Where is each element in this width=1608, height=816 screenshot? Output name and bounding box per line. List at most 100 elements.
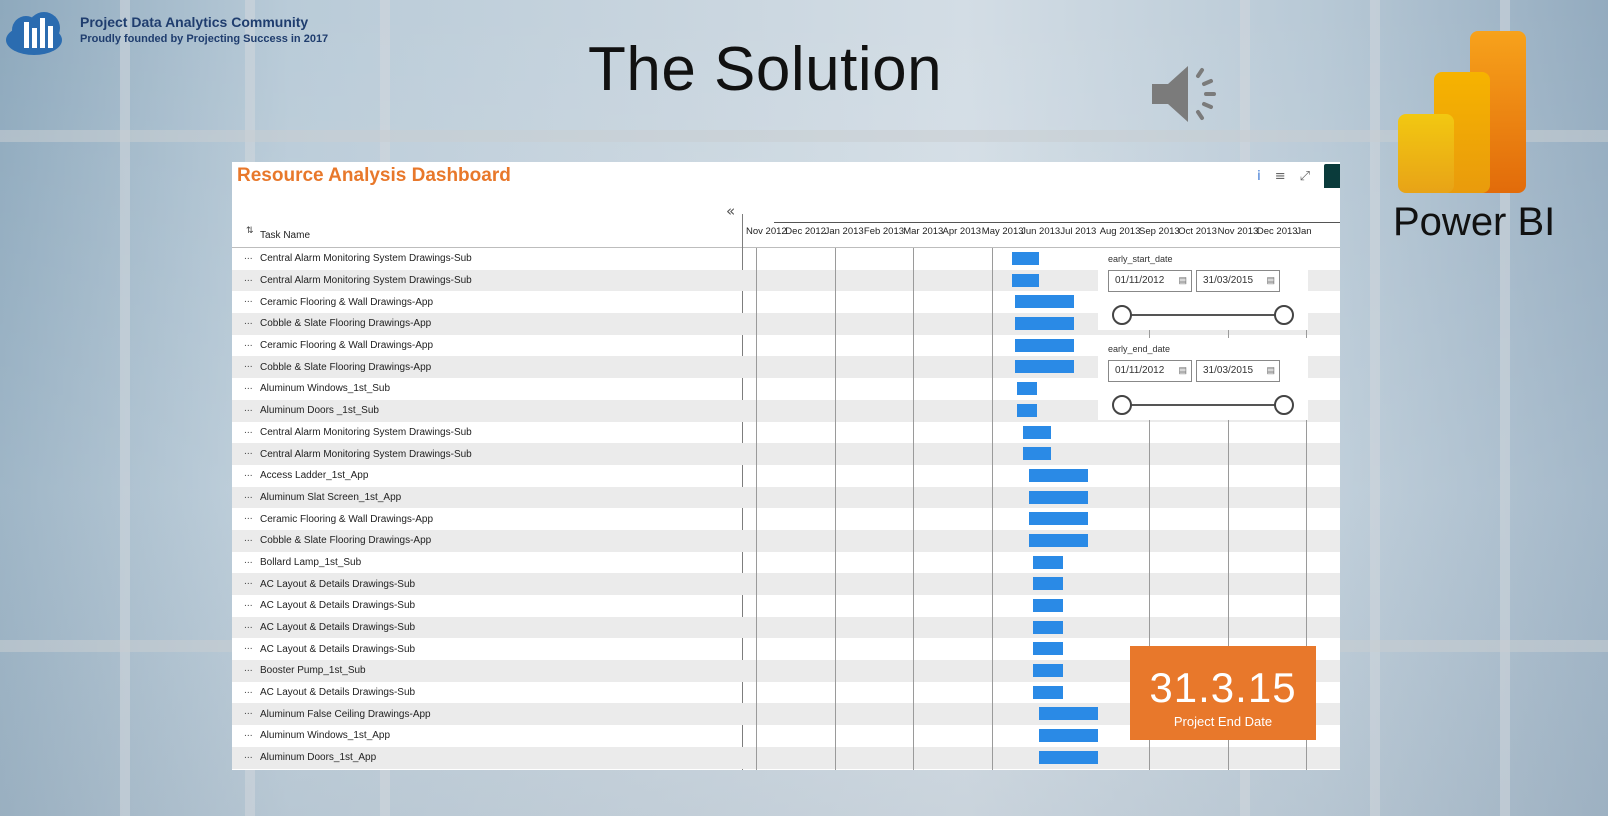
sort-icon[interactable]: ⇅ [246, 226, 254, 236]
row-expand-icon[interactable]: ... [244, 599, 253, 609]
row-expand-icon[interactable]: ... [244, 360, 253, 371]
gantt-bar[interactable] [1039, 750, 1098, 764]
gantt-bar[interactable] [1033, 555, 1063, 569]
row-expand-icon[interactable]: ... [244, 447, 253, 458]
brand-name: Project Data Analytics Community [80, 14, 309, 30]
table-row[interactable]: ... Cobble & Slate Flooring Drawings-App [232, 313, 1340, 335]
row-expand-icon[interactable]: ... [244, 317, 253, 328]
table-row[interactable]: ... Cobble & Slate Flooring Drawings-App [232, 356, 1340, 379]
gantt-bar[interactable] [1029, 468, 1089, 482]
calendar-icon[interactable]: ▤ [1266, 275, 1275, 285]
gantt-bar[interactable] [1039, 729, 1098, 743]
slider-end-handle[interactable] [1274, 305, 1294, 325]
table-row[interactable]: ... Ceramic Flooring & Wall Drawings-App [232, 508, 1340, 530]
table-row[interactable]: ... Central Alarm Monitoring System Drawi… [232, 422, 1340, 444]
gantt-bar[interactable] [1023, 447, 1051, 461]
table-row[interactable]: ... Aluminum Slat Screen_1st_App [232, 486, 1340, 509]
row-expand-icon[interactable]: ... [244, 750, 253, 761]
table-row[interactable]: ... Aluminum False Ceiling Drawings-App [232, 703, 1340, 726]
slider-start-handle[interactable] [1112, 305, 1132, 325]
row-expand-icon[interactable]: ... [244, 533, 253, 544]
row-expand-icon[interactable]: ... [244, 685, 253, 696]
gantt-bar[interactable] [1011, 273, 1040, 287]
end-date-to-value: 31/03/2015 [1203, 365, 1254, 376]
gantt-bar[interactable] [1023, 425, 1051, 439]
gantt-bar[interactable] [1029, 533, 1089, 547]
gantt-bar[interactable] [1015, 295, 1075, 309]
row-expand-icon[interactable]: ... [244, 707, 253, 718]
calendar-icon[interactable]: ▤ [1178, 365, 1187, 375]
gantt-bar[interactable] [1033, 577, 1063, 591]
table-row[interactable]: ... AC Layout & Details Drawings-Sub [232, 573, 1340, 595]
table-row[interactable]: ... AC Layout & Details Drawings-Sub [232, 638, 1340, 660]
gantt-bar[interactable] [1033, 685, 1063, 699]
date-range-slider[interactable] [1120, 314, 1284, 316]
row-expand-icon[interactable]: ... [244, 642, 253, 653]
table-row[interactable]: ... Aluminum Doors_1st_App [232, 746, 1340, 769]
slider-start-handle[interactable] [1112, 395, 1132, 415]
gantt-bar[interactable] [1011, 252, 1040, 265]
gantt-bar[interactable] [1029, 490, 1089, 504]
row-expand-icon[interactable]: ... [244, 490, 253, 501]
row-expand-icon[interactable]: ... [244, 295, 253, 306]
gantt-bar[interactable] [1033, 620, 1063, 634]
row-expand-icon[interactable]: ... [244, 338, 253, 349]
gantt-bar[interactable] [1033, 642, 1063, 656]
gantt-bar[interactable] [1015, 317, 1075, 331]
end-date-to-input[interactable]: 31/03/2015 ▤ [1196, 360, 1280, 382]
row-expand-icon[interactable]: ... [244, 425, 253, 436]
table-row[interactable]: ... Aluminum Windows_1st_App [232, 725, 1340, 747]
end-date-from-input[interactable]: 01/11/2012 ▤ [1108, 360, 1192, 382]
table-row[interactable]: ... AC Layout & Details Drawings-Sub [232, 595, 1340, 617]
row-expand-icon[interactable]: ... [244, 555, 253, 566]
row-expand-icon[interactable]: ... [244, 252, 253, 262]
project-end-date-card: 31.3.15 Project End Date [1130, 646, 1316, 740]
table-row[interactable]: ... Central Alarm Monitoring System Drawi… [232, 443, 1340, 465]
table-row[interactable]: ... AC Layout & Details Drawings-Sub [232, 682, 1340, 704]
gantt-bar[interactable] [1029, 512, 1089, 526]
task-name: Ceramic Flooring & Wall Drawings-App [260, 340, 434, 352]
row-expand-icon[interactable]: ... [244, 403, 253, 414]
slicer-early-start-date: early_start_date 01/11/2012 ▤ 31/03/2015… [1098, 248, 1308, 330]
month-tick-label: Dec 2013 [1256, 226, 1298, 237]
gantt-bar[interactable] [1033, 664, 1063, 678]
row-expand-icon[interactable]: ... [244, 577, 253, 588]
table-row[interactable]: ... Ceramic Flooring & Wall Drawings-App [232, 335, 1340, 357]
row-expand-icon[interactable]: ... [244, 273, 253, 284]
row-expand-icon[interactable]: ... [244, 512, 253, 523]
table-row[interactable]: ... Ceramic Flooring & Wall Drawings-App [232, 291, 1340, 313]
table-row[interactable]: ... Central Alarm Monitoring System Drawi… [232, 248, 1340, 270]
table-row[interactable]: ... Booster Pump_1st_Sub [232, 660, 1340, 682]
gantt-bar[interactable] [1015, 360, 1075, 374]
table-row[interactable]: ... Cobble & Slate Flooring Drawings-App [232, 529, 1340, 552]
gantt-bar[interactable] [1015, 338, 1075, 352]
start-date-from-input[interactable]: 01/11/2012 ▤ [1108, 270, 1192, 292]
info-icon[interactable]: i [1257, 168, 1261, 184]
calendar-icon[interactable]: ▤ [1178, 275, 1187, 285]
column-header-task-name[interactable]: Task Name [260, 230, 311, 241]
calendar-icon[interactable]: ▤ [1266, 365, 1275, 375]
gantt-bar[interactable] [1017, 382, 1038, 396]
table-row[interactable]: ... Bollard Lamp_1st_Sub [232, 552, 1340, 574]
date-range-slider[interactable] [1120, 404, 1284, 406]
row-expand-icon[interactable]: ... [244, 729, 253, 740]
row-expand-icon[interactable]: ... [244, 382, 253, 393]
gantt-bar[interactable] [1017, 403, 1038, 417]
filter-icon[interactable]: ≡ [1274, 168, 1286, 184]
speaker-icon[interactable] [1148, 54, 1228, 134]
collapse-panel-button[interactable]: « [726, 202, 736, 220]
start-date-to-input[interactable]: 31/03/2015 ▤ [1196, 270, 1280, 292]
table-row[interactable]: ... AC Layout & Details Drawings-Sub [232, 616, 1340, 639]
gantt-bar[interactable] [1033, 599, 1063, 612]
row-expand-icon[interactable]: ... [244, 620, 253, 631]
month-tick-label: Dec 2012 [785, 226, 826, 237]
slider-end-handle[interactable] [1274, 395, 1294, 415]
table-row[interactable]: ... Central Alarm Monitoring System Drawi… [232, 269, 1340, 292]
focus-mode-icon[interactable]: ⤢ [1299, 168, 1310, 184]
table-row[interactable]: ... Aluminum Windows_1st_Sub [232, 378, 1340, 400]
row-expand-icon[interactable]: ... [244, 468, 253, 479]
table-row[interactable]: ... Access Ladder_1st_App [232, 465, 1340, 487]
gantt-bar[interactable] [1039, 707, 1098, 721]
row-expand-icon[interactable]: ... [244, 664, 253, 675]
table-row[interactable]: ... Aluminum Doors _1st_Sub [232, 399, 1340, 422]
